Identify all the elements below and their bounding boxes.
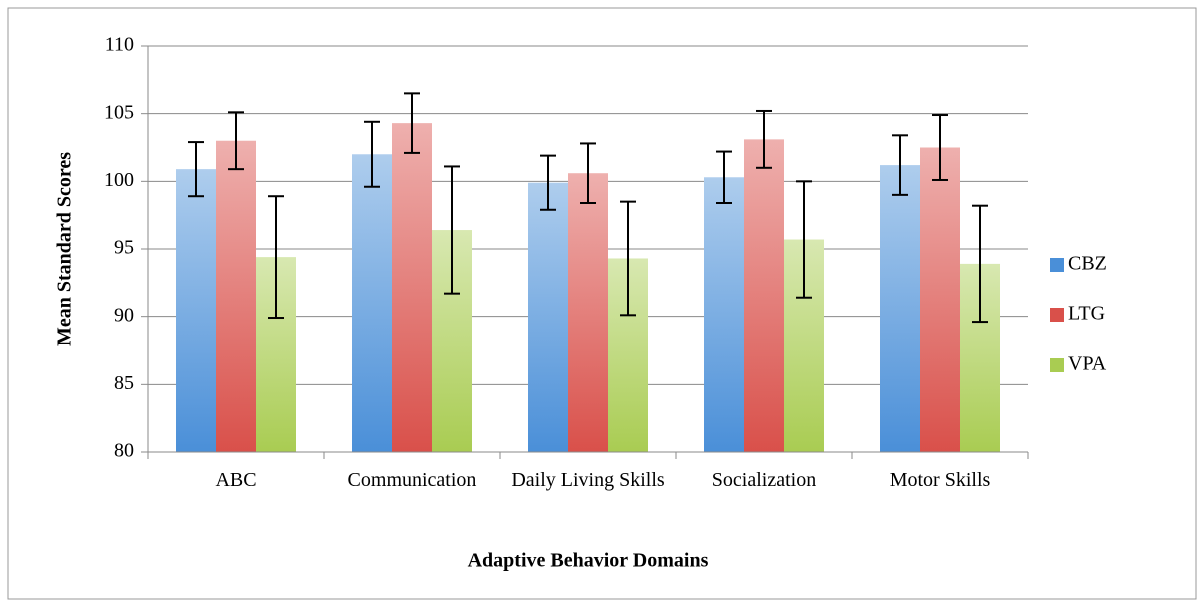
x-tick-label: ABC: [215, 469, 257, 491]
legend-swatch: [1050, 358, 1064, 372]
x-tick-label: Daily Living Skills: [511, 469, 665, 491]
error-bar: [404, 92, 420, 154]
bar: [704, 177, 744, 453]
error-bar: [268, 195, 284, 320]
y-tick-label: 90: [114, 304, 134, 326]
bar: [176, 169, 216, 453]
bar: [352, 154, 392, 452]
error-bar: [756, 109, 772, 169]
bar: [528, 182, 568, 453]
error-bar: [932, 114, 948, 181]
bar: [392, 123, 432, 452]
error-bar: [716, 150, 732, 204]
error-bar: [188, 141, 204, 198]
error-bar: [620, 200, 636, 317]
error-bar: [796, 180, 812, 299]
legend-swatch: [1050, 258, 1064, 272]
bar: [880, 165, 920, 453]
error-bar: [580, 142, 596, 204]
bar: [216, 140, 256, 452]
x-axis-label: Adaptive Behavior Domains: [468, 550, 709, 572]
y-tick-label: 85: [114, 372, 134, 394]
legend-label: CBZ: [1068, 253, 1107, 275]
y-tick-label: 80: [114, 440, 134, 462]
x-tick-label: Socialization: [711, 469, 817, 491]
error-bar: [540, 154, 556, 211]
y-tick-label: 100: [104, 169, 134, 191]
bar: [920, 147, 960, 452]
error-bar: [364, 120, 380, 188]
chart-frame: [7, 7, 1197, 600]
error-bar: [228, 111, 244, 171]
error-bar: [972, 204, 988, 324]
error-bar: [444, 165, 460, 295]
error-bar: [892, 134, 908, 196]
x-tick-label: Communication: [347, 469, 477, 491]
y-tick-label: 95: [114, 237, 134, 259]
legend-label: LTG: [1068, 303, 1105, 325]
x-tick-label: Motor Skills: [889, 469, 991, 491]
y-tick-label: 110: [105, 34, 134, 56]
legend-label: VPA: [1068, 353, 1107, 375]
y-axis-label: Mean Standard Scores: [54, 152, 76, 346]
y-tick-label: 105: [104, 101, 134, 123]
legend-swatch: [1050, 308, 1064, 322]
bar: [744, 139, 784, 452]
bar: [568, 173, 608, 453]
